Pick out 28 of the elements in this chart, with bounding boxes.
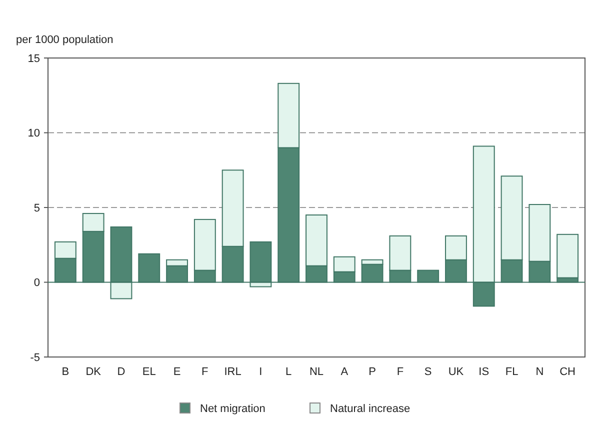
x-tick-label: F (396, 366, 404, 378)
x-tick-label: FL (505, 366, 518, 378)
x-tick-label: EL (142, 366, 156, 378)
x-tick-label: CH (560, 366, 576, 378)
y-tick-label: 0 (34, 277, 40, 290)
y-tick-label: 15 (28, 52, 40, 65)
y-tick-label: 5 (34, 202, 40, 214)
x-tick-label: NL (309, 366, 324, 378)
x-tick-label: UK (448, 366, 464, 378)
legend-label: Net migration (200, 403, 266, 415)
bar (556, 234, 579, 278)
y-tick-label: -5 (30, 352, 40, 364)
y-axis-title: per 1000 population (16, 34, 114, 46)
x-tick-label: DK (86, 366, 102, 378)
x-tick-label: F (202, 366, 209, 378)
legend-label: Natural increase (330, 403, 410, 415)
x-tick-label: I (259, 366, 262, 378)
x-tick-label: L (286, 366, 292, 378)
x-tick-label: D (117, 366, 126, 378)
y-tick-label: 10 (28, 128, 40, 140)
x-tick-label: A (340, 366, 349, 378)
x-tick-label: E (173, 366, 181, 378)
x-tick-label: IS (478, 366, 490, 378)
x-tick-label: S (424, 366, 432, 378)
x-tick-label: N (536, 366, 544, 378)
x-tick-label: P (368, 366, 376, 378)
x-tick-label: B (62, 366, 70, 378)
x-tick-label: IRL (224, 366, 242, 378)
